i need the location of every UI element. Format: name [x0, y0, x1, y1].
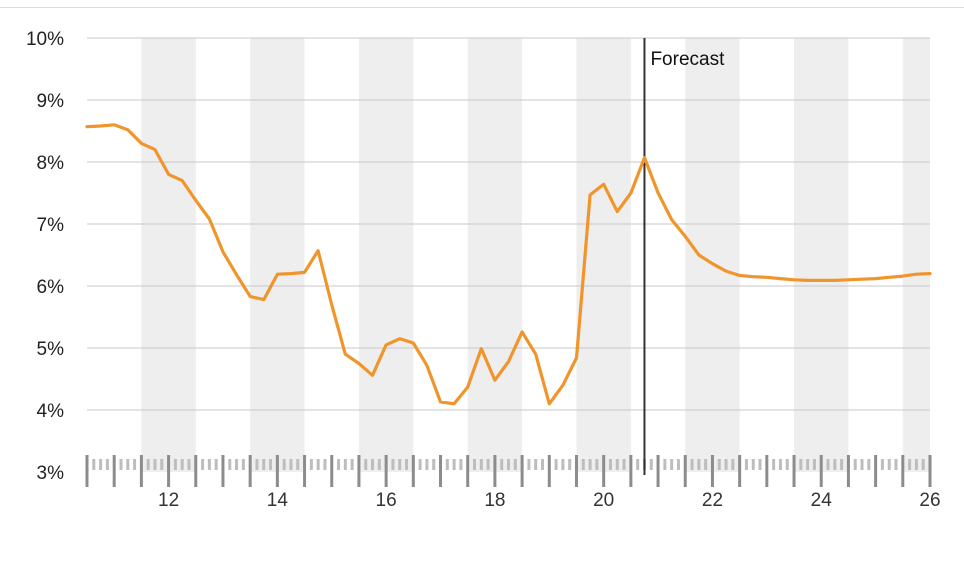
y-tick-label: 8%	[37, 153, 65, 174]
y-tick-label: 5%	[37, 339, 65, 360]
shaded-band-6	[794, 38, 849, 472]
shaded-band-5	[685, 38, 740, 472]
y-tick-label: 7%	[37, 215, 65, 236]
series-line-0	[85, 123, 932, 406]
x-tick-label: 14	[267, 490, 289, 511]
x-tick-label: 20	[593, 490, 614, 511]
y-tick-label: 4%	[37, 401, 65, 422]
y-tick-label: 10%	[26, 29, 64, 50]
shaded-band-3	[467, 38, 523, 472]
x-tick-label: 22	[702, 490, 723, 511]
x-tick-label: 26	[919, 490, 940, 511]
x-tick-label: 16	[376, 490, 397, 511]
shaded-band-0	[141, 38, 196, 472]
x-tick-label: 12	[158, 490, 179, 511]
forecast-label: Forecast	[650, 49, 725, 70]
shaded-band-1	[250, 38, 305, 472]
y-tick-label: 6%	[37, 277, 65, 298]
x-tick-label: 18	[484, 490, 505, 511]
y-tick-label: 3%	[37, 463, 65, 484]
x-tick-label: 24	[811, 490, 833, 511]
shaded-band-2	[358, 38, 414, 472]
top-rule	[0, 7, 964, 8]
y-tick-label: 9%	[37, 91, 65, 112]
shaded-band-7	[902, 38, 930, 472]
